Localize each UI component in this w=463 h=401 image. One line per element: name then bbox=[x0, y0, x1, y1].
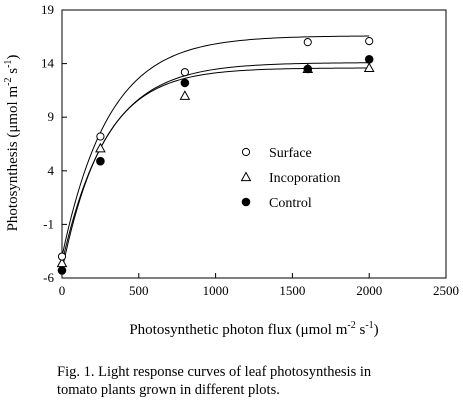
point-surface bbox=[57, 252, 67, 261]
point-control bbox=[57, 266, 67, 275]
caption-line-1: Fig. 1. Light response curves of leaf ph… bbox=[57, 364, 372, 380]
x-tick-label: 500 bbox=[129, 283, 149, 298]
x-tick-label: 2000 bbox=[356, 283, 382, 298]
point-incoporation bbox=[95, 142, 106, 153]
x-tick-label: 2500 bbox=[433, 283, 459, 298]
axis-ticks: 0 500 1000 1500 2000 2500 -6 -1 4 9 14 19 bbox=[41, 2, 459, 298]
legend-marker-incoporation bbox=[240, 171, 252, 182]
legend-marker-control bbox=[241, 197, 251, 207]
y-tick-label: 4 bbox=[48, 163, 55, 178]
plot-border bbox=[61, 9, 447, 279]
fit-curve-incoporation bbox=[61, 62, 370, 264]
y-tick-label: -6 bbox=[43, 270, 54, 285]
point-surface bbox=[365, 36, 374, 46]
point-incoporation bbox=[363, 62, 375, 72]
caption-line-2: tomato plants grown in different plots. bbox=[57, 382, 280, 398]
fitted-curves bbox=[61, 35, 370, 271]
legend-marker-surface bbox=[241, 147, 251, 157]
y-tick-label: 19 bbox=[41, 2, 54, 17]
data-points bbox=[56, 36, 375, 275]
y-tick-label: 14 bbox=[41, 56, 55, 71]
fit-curve-control bbox=[61, 67, 370, 271]
y-axis-title: Photosynthesis (μmol m-2 s-1) bbox=[3, 55, 21, 232]
point-control bbox=[96, 156, 105, 166]
fit-curve-surface bbox=[61, 35, 370, 257]
figure-caption: Fig. 1. Light response curves of leaf ph… bbox=[57, 363, 457, 399]
y-tick-label: 9 bbox=[48, 109, 55, 124]
point-control bbox=[364, 55, 374, 64]
x-tick-label: 0 bbox=[59, 283, 66, 298]
point-surface bbox=[180, 68, 189, 77]
legend: Surface Incoporation Control bbox=[240, 146, 341, 211]
legend-label-incoporation: Incoporation bbox=[269, 171, 341, 186]
x-tick-label: 1000 bbox=[203, 283, 229, 298]
point-control bbox=[303, 64, 313, 74]
point-control bbox=[180, 78, 190, 88]
y-tick-label: -1 bbox=[43, 216, 54, 231]
x-axis-title: Photosynthetic photon flux (μmol m-2 s-1… bbox=[129, 320, 378, 338]
plot-frame bbox=[61, 9, 447, 279]
legend-label-control: Control bbox=[269, 196, 312, 211]
legend-label-surface: Surface bbox=[269, 146, 312, 161]
point-incoporation bbox=[179, 90, 191, 100]
point-surface bbox=[96, 132, 105, 141]
point-surface bbox=[303, 38, 312, 47]
light-response-chart: 0 500 1000 1500 2000 2500 -6 -1 4 9 14 19 Surface In… bbox=[3, 2, 459, 338]
x-tick-label: 1500 bbox=[279, 283, 305, 298]
